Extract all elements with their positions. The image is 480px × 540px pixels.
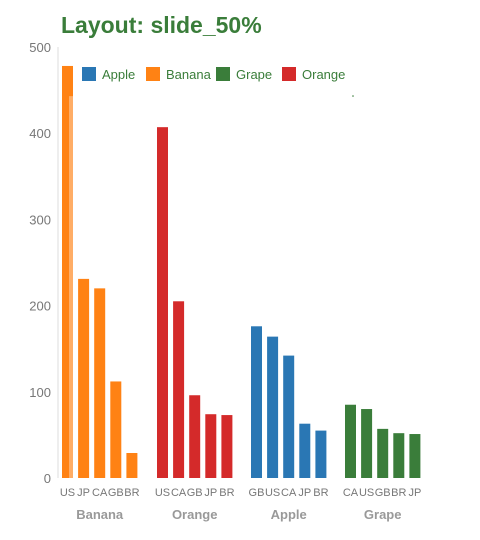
x-category-label: CA	[281, 487, 297, 499]
x-category-label: JP	[77, 487, 90, 499]
bar-apple-us[interactable]	[267, 336, 279, 478]
x-group-label: Apple	[271, 507, 307, 522]
legend-label-apple[interactable]: Apple	[102, 67, 135, 82]
bar-banana-gb[interactable]	[110, 381, 122, 478]
x-category-label: CA	[171, 487, 187, 499]
bar-banana-us[interactable]	[62, 65, 73, 479]
bar-banana-ca[interactable]	[94, 288, 106, 478]
bar-grape-br[interactable]	[393, 433, 405, 478]
y-tick-label: 0	[44, 471, 51, 486]
x-category-label: BR	[313, 487, 328, 499]
legend-swatch-orange	[282, 67, 296, 81]
x-category-label: BR	[391, 487, 406, 499]
x-category-label: GB	[249, 487, 265, 499]
bar-grape-jp[interactable]	[409, 434, 421, 478]
chart-title: Layout: slide_50%	[61, 12, 262, 38]
x-category-label: JP	[298, 487, 311, 499]
bar-orange-ca[interactable]	[173, 301, 185, 478]
legend-label-banana[interactable]: Banana	[166, 67, 212, 82]
bar-apple-jp[interactable]	[299, 423, 311, 478]
x-group-label: Banana	[76, 507, 124, 522]
bar-highlight-edge	[69, 96, 73, 478]
x-category-label: US	[155, 487, 170, 499]
bar-orange-br[interactable]	[221, 415, 233, 478]
bar-grape-ca[interactable]	[345, 404, 356, 478]
y-tick-label: 400	[29, 126, 51, 141]
legend-label-grape[interactable]: Grape	[236, 67, 272, 82]
x-category-label: CA	[92, 487, 108, 499]
x-category-label: GB	[375, 487, 391, 499]
bar-banana-br[interactable]	[126, 453, 138, 478]
legend-label-orange[interactable]: Orange	[302, 67, 345, 82]
legend-swatch-apple	[82, 67, 96, 81]
bar-orange-gb[interactable]	[189, 395, 201, 478]
legend-swatch-grape	[216, 67, 230, 81]
y-tick-label: 200	[29, 299, 51, 314]
bar-apple-gb[interactable]	[251, 326, 262, 478]
bar-apple-br[interactable]	[315, 430, 327, 478]
x-category-label: JP	[204, 487, 217, 499]
bar-orange-jp[interactable]	[205, 414, 217, 478]
x-category-label: GB	[108, 487, 124, 499]
x-category-label: JP	[408, 487, 421, 499]
x-category-label: US	[359, 487, 374, 499]
y-tick-label: 500	[29, 40, 51, 55]
x-category-label: US	[60, 487, 75, 499]
y-tick-label: 100	[29, 385, 51, 400]
bar-grape-us[interactable]	[361, 409, 373, 478]
x-category-label: BR	[219, 487, 234, 499]
legend-swatch-banana	[146, 67, 160, 81]
bar-banana-jp[interactable]	[78, 278, 90, 478]
bar-apple-ca[interactable]	[283, 355, 295, 478]
legend-dot-marker	[352, 95, 354, 97]
x-category-label: CA	[343, 487, 359, 499]
bar-orange-us[interactable]	[157, 127, 168, 478]
x-category-label: US	[265, 487, 280, 499]
x-category-label: GB	[187, 487, 203, 499]
x-group-label: Grape	[364, 507, 402, 522]
bar-grape-gb[interactable]	[377, 428, 389, 478]
x-category-label: BR	[124, 487, 139, 499]
x-group-label: Orange	[172, 507, 218, 522]
y-tick-label: 300	[29, 212, 51, 227]
